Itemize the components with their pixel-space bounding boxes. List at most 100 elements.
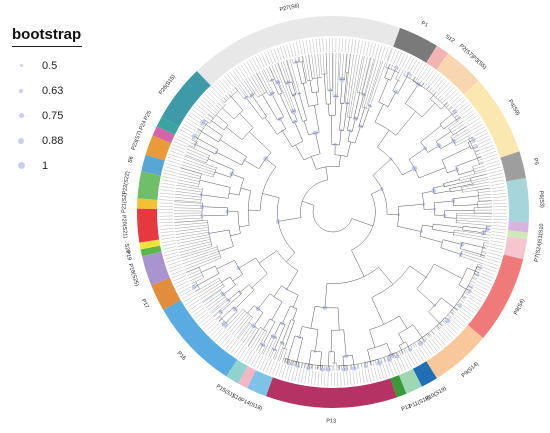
tip-label-mark: [492, 193, 507, 195]
tree-branch: [181, 164, 215, 175]
tree-branch: [184, 255, 221, 270]
tip-label-mark: [207, 91, 218, 102]
tip-label-mark: [407, 353, 415, 366]
tree-branch: [301, 82, 307, 84]
tree-branch: [421, 81, 425, 87]
tree-branch: [325, 53, 328, 91]
tip-label-mark: [390, 49, 396, 63]
tip-label-mark: [314, 371, 317, 386]
tree-branch: [470, 178, 472, 184]
tip-label-mark: [464, 302, 477, 311]
tree-branch: [460, 242, 463, 249]
tip-label-mark: [162, 176, 177, 180]
tip-label-mark: [159, 224, 174, 227]
tip-label-mark: [378, 45, 383, 59]
tree-branch: [176, 232, 209, 238]
tree-branch: [443, 101, 448, 106]
tree-branch: [473, 165, 486, 170]
tip-label-mark: [176, 135, 190, 142]
tree-branch: [448, 118, 462, 129]
tree-branch: [218, 318, 223, 323]
tree-branch: [453, 232, 490, 239]
tip-label-mark: [253, 354, 261, 368]
tree-branch: [296, 62, 303, 84]
tree-branch: [460, 297, 466, 301]
tip-label-mark: [206, 321, 217, 332]
tree-branch: [199, 125, 204, 129]
tree-branch: [198, 282, 222, 298]
clade-band: [163, 300, 238, 377]
tree-branch: [387, 92, 396, 107]
tree-branch: [396, 206, 399, 227]
tree-branch: [312, 205, 353, 233]
clade-label: P20(S21): [120, 215, 128, 239]
tip-label-mark: [200, 99, 212, 109]
tree-branch: [435, 141, 442, 149]
tree-branch: [408, 148, 426, 160]
tree-branch: [440, 239, 444, 248]
tip-label-mark: [247, 351, 256, 364]
tree-branch: [392, 80, 399, 91]
tip-label-mark: [486, 258, 500, 263]
tree-branch: [316, 365, 318, 371]
tree-branch: [474, 168, 487, 173]
tip-label-mark: [269, 360, 275, 374]
tree-branch: [193, 141, 198, 148]
tree-branch: [481, 250, 487, 253]
tree-branch: [347, 130, 351, 142]
tip-label-mark: [302, 40, 306, 55]
tree-branch: [442, 320, 446, 325]
tree-branch: [196, 280, 221, 295]
tree-branch: [182, 251, 219, 264]
tip-label-mark: [236, 345, 245, 358]
tip-label-mark: [161, 179, 176, 183]
tree-branch: [343, 72, 348, 104]
tip-label-mark: [196, 104, 208, 114]
tip-label-mark: [178, 132, 191, 140]
tree-branch: [248, 284, 255, 291]
tree-branch: [211, 108, 218, 114]
tip-label-mark: [262, 358, 269, 372]
tree-branch: [465, 291, 470, 294]
tree-branch: [231, 314, 249, 335]
tree-branch: [202, 290, 221, 303]
tree-branch: [447, 307, 454, 316]
tree-branch: [434, 190, 451, 194]
tree-branch: [216, 316, 221, 321]
tree-branch: [277, 128, 286, 135]
tip-label-mark: [386, 48, 392, 62]
tree-branch: [205, 116, 212, 122]
bootstrap-node: [351, 365, 357, 371]
tree-branch: [478, 191, 491, 193]
tree-branch: [416, 78, 420, 83]
tree-branch: [478, 158, 483, 161]
tree-branch: [384, 77, 391, 81]
tree-branch: [410, 345, 413, 350]
tree-branch: [174, 197, 202, 200]
tree-branch: [403, 343, 413, 350]
tree-branch: [431, 89, 435, 94]
tree-branch: [325, 166, 329, 180]
tree-branch: [470, 139, 475, 143]
tree-branch: [351, 250, 365, 277]
tree-branch: [224, 324, 228, 329]
tree-branch: [262, 116, 267, 120]
legend-item-label: 0.75: [42, 109, 64, 122]
tree-branch: [421, 193, 425, 210]
tip-label-mark: [488, 173, 503, 177]
tip-label-mark: [491, 189, 506, 192]
tip-label-mark: [491, 231, 506, 234]
tree-branch: [297, 56, 300, 62]
tree-branch: [344, 53, 351, 104]
tree-branch: [191, 277, 204, 285]
clade-label: S10: [538, 223, 545, 233]
tree-branch: [416, 263, 435, 290]
clade-band: [156, 116, 180, 135]
tree-branch: [427, 333, 431, 337]
tip-label-mark: [375, 44, 380, 58]
tree-branch: [420, 125, 442, 143]
tree-branch: [209, 118, 214, 124]
tree-branch: [418, 167, 446, 179]
tree-branch: [307, 79, 313, 82]
